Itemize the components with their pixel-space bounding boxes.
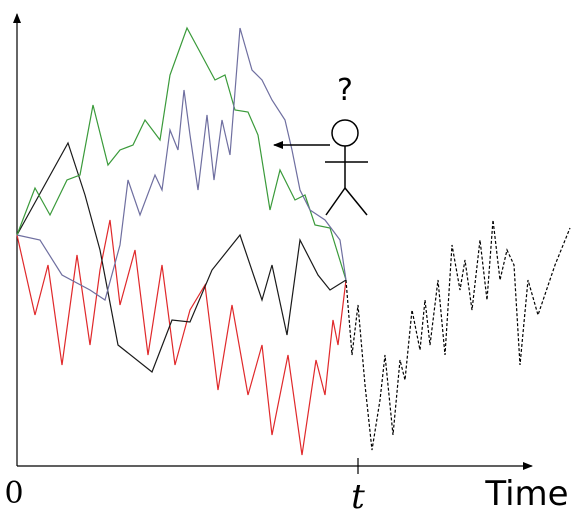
t-label: t <box>351 477 365 513</box>
path-green <box>16 26 347 281</box>
time-label: Time <box>484 474 568 513</box>
observer-figure <box>325 119 368 216</box>
origin-label: 0 <box>4 476 23 511</box>
path-purple <box>16 27 347 301</box>
question-mark: ? <box>337 73 353 108</box>
path-future <box>345 219 571 451</box>
path-red <box>16 219 347 456</box>
path-black <box>16 141 347 373</box>
